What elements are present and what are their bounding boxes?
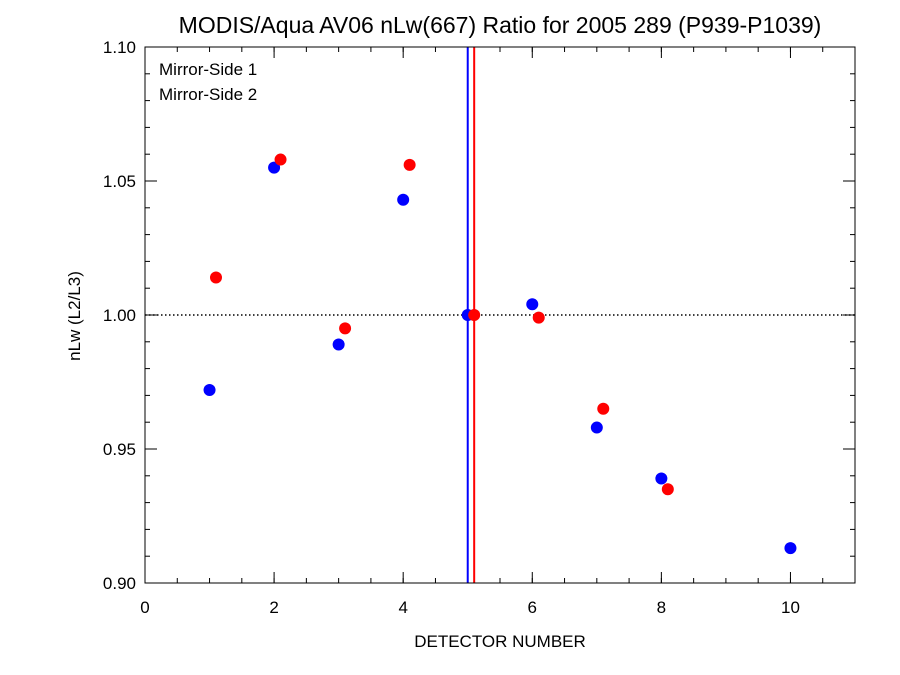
x-tick-label: 6 [528, 598, 537, 617]
x-tick-label: 4 [398, 598, 407, 617]
point-mirror-side-2 [661, 483, 674, 496]
point-mirror-side-2 [597, 402, 610, 415]
point-mirror-side-1 [268, 161, 281, 174]
x-tick-label: 0 [140, 598, 149, 617]
x-tick-label: 2 [269, 598, 278, 617]
y-tick-label: 0.95 [103, 440, 136, 459]
point-mirror-side-2 [339, 322, 352, 335]
legend-item-mirror-side-1: Mirror-Side 1 [159, 60, 257, 79]
point-mirror-side-2 [403, 158, 416, 171]
point-mirror-side-1 [784, 542, 797, 555]
x-axis-label: DETECTOR NUMBER [414, 632, 586, 651]
point-mirror-side-2 [210, 271, 222, 284]
point-mirror-side-1 [526, 298, 539, 311]
y-tick-label: 1.00 [103, 306, 136, 325]
x-tick-label: 10 [781, 598, 800, 617]
point-mirror-side-1 [397, 193, 410, 206]
plot-frame [144, 46, 856, 584]
point-mirror-side-2 [468, 309, 481, 321]
x-tick-label: 8 [657, 598, 666, 617]
point-mirror-side-1 [332, 338, 345, 351]
point-mirror-side-1 [655, 472, 668, 485]
point-mirror-side-2 [274, 153, 287, 166]
point-mirror-side-1 [590, 421, 603, 434]
marks-layer [145, 47, 855, 583]
y-axis-label: nLw (L2/L3) [65, 271, 84, 361]
point-mirror-side-1 [203, 384, 216, 397]
point-mirror-side-2 [532, 311, 545, 324]
y-tick-label: 0.90 [103, 574, 136, 593]
axes-layer: 0 2 4 6 8 10 0.90 0.95 1.00 1.05 1.10 [103, 38, 856, 617]
y-tick-label: 1.10 [103, 38, 136, 57]
legend: Mirror-Side 1 Mirror-Side 2 [159, 60, 257, 104]
legend-item-mirror-side-2: Mirror-Side 2 [159, 85, 257, 104]
chart-title: MODIS/Aqua AV06 nLw(667) Ratio for 2005 … [179, 12, 822, 38]
y-tick-label: 1.05 [103, 172, 136, 191]
